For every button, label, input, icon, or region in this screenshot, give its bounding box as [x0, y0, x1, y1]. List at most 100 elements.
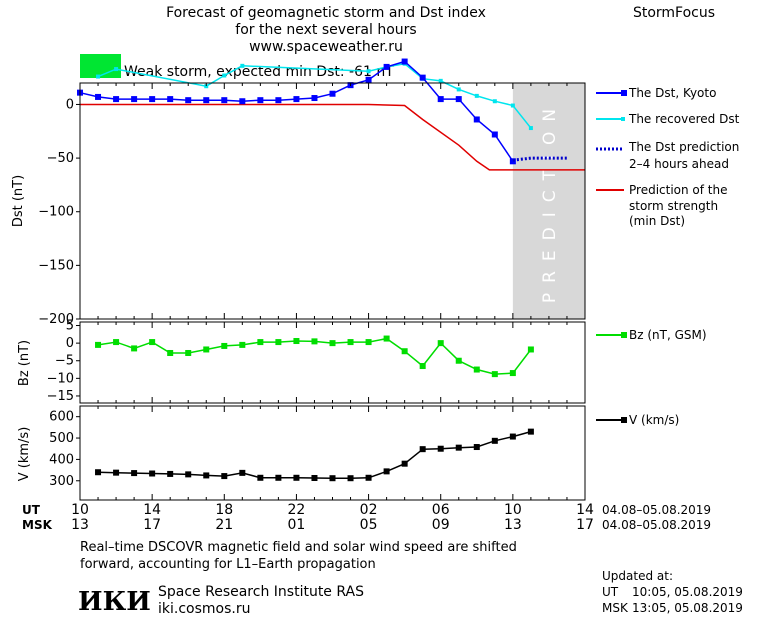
- bz-y-tick-label: 0: [66, 336, 74, 351]
- recovered-dst-point: [492, 99, 497, 104]
- dst-kyoto-point: [365, 76, 372, 83]
- msk-axis-label: MSK: [22, 518, 53, 532]
- bz-point: [527, 346, 534, 353]
- ut-tick-label: 14: [143, 502, 161, 518]
- dst-prediction-line: [512, 156, 567, 162]
- speed-point: [527, 428, 534, 435]
- recovered-dst-point: [240, 63, 245, 68]
- dst-y-tick-label: 0: [66, 97, 74, 112]
- bz-y-tick-label: 5: [66, 319, 74, 334]
- dst-y-tick-label: −50: [47, 151, 74, 166]
- dst-kyoto-point: [221, 97, 228, 104]
- updated-msk-time: 13:05, 05.08.2019: [632, 601, 743, 615]
- msk-tick-label: 21: [215, 517, 233, 533]
- time-axis-ticks: [79, 83, 586, 500]
- speed-point: [455, 444, 462, 451]
- updated-label: Updated at:: [602, 569, 673, 583]
- speed-y-tick-label: 400: [49, 452, 74, 467]
- bz-point: [473, 366, 480, 373]
- speed-line: [97, 430, 532, 479]
- bz-point: [455, 357, 462, 364]
- recovered-dst-point: [96, 74, 101, 79]
- prediction-zone: [512, 83, 585, 319]
- legend-item-kyoto: The Dst, Kyoto: [596, 86, 716, 100]
- speed-point: [113, 469, 120, 476]
- legend-item-prediction: The Dst prediction 2–4 hours ahead: [596, 140, 739, 171]
- footer-note-line-2: forward, accounting for L1–Earth propaga…: [80, 557, 376, 572]
- ut-tick-label: 14: [576, 502, 594, 518]
- speed-point: [365, 474, 372, 481]
- bz-point: [491, 371, 498, 378]
- bz-y-axis-label: Bz (nT): [17, 340, 32, 386]
- dst-kyoto-point: [401, 58, 408, 65]
- speed-point: [239, 469, 246, 476]
- legend-label-prediction-1: The Dst prediction: [628, 140, 739, 154]
- dst-panel: PREDICTION 0 −50 −100 −150 −200 Dst (nT): [11, 58, 586, 327]
- msk-tick-labels: 13 17 21 01 05 09 13 17: [71, 517, 594, 533]
- bz-point: [113, 339, 120, 346]
- bz-point: [203, 346, 210, 353]
- speed-point: [473, 444, 480, 451]
- legend-label-bz: Bz (nT, GSM): [629, 328, 707, 342]
- ut-date-range: 04.08–05.08.2019: [602, 503, 711, 517]
- speed-panel: 600 500 400 300 V (km/s): [17, 405, 586, 501]
- speed-point: [167, 470, 174, 477]
- recovered-dst-point: [204, 84, 209, 89]
- bz-point: [275, 339, 282, 346]
- msk-date-range: 04.08–05.08.2019: [602, 518, 711, 532]
- speed-y-axis-label: V (km/s): [17, 427, 32, 482]
- bz-point: [347, 339, 354, 346]
- speed-point: [401, 460, 408, 467]
- legend-item-recovered: The recovered Dst: [596, 112, 740, 126]
- bz-point: [167, 349, 174, 356]
- dst-kyoto-point: [257, 97, 264, 104]
- bz-point: [131, 345, 138, 352]
- speed-point: [95, 469, 102, 476]
- recovered-dst-point: [456, 87, 461, 92]
- dst-kyoto-point: [329, 90, 336, 97]
- speed-point: [383, 468, 390, 475]
- legend-label-min-dst-2: storm strength: [629, 199, 718, 213]
- dst-kyoto-point: [95, 93, 102, 100]
- footer-note-line-1: Real–time DSCOVR magnetic field and sola…: [80, 540, 517, 555]
- chart-title-line-2: for the next several hours: [235, 22, 416, 38]
- dst-kyoto-point: [275, 97, 282, 104]
- dst-kyoto-point: [419, 74, 426, 81]
- institute-website: iki.cosmos.ru: [158, 601, 250, 617]
- bz-point: [311, 338, 318, 345]
- bz-y-tick-label: −5: [55, 354, 74, 369]
- dst-kyoto-point: [473, 116, 480, 123]
- dst-kyoto-point: [149, 96, 156, 103]
- dst-kyoto-point: [311, 95, 318, 102]
- bz-point: [221, 342, 228, 349]
- speed-point: [275, 474, 282, 481]
- bz-point: [401, 348, 408, 355]
- bz-panel: 5 0 −5 −10 −15 Bz (nT): [17, 319, 586, 404]
- institute-name: Space Research Institute RAS: [158, 584, 364, 600]
- legend-item-speed: V (km/s): [596, 413, 679, 427]
- bz-point: [149, 339, 156, 346]
- msk-tick-label: 05: [360, 517, 378, 533]
- dst-kyoto-point: [455, 96, 462, 103]
- speed-point: [185, 471, 192, 478]
- legend: The Dst, Kyoto The recovered Dst The Dst…: [596, 86, 740, 427]
- bz-point: [257, 339, 264, 346]
- iki-logo: ИКИ: [78, 587, 151, 617]
- dst-kyoto-point: [239, 98, 246, 105]
- ut-tick-label: 06: [432, 502, 450, 518]
- ut-tick-label: 10: [71, 502, 89, 518]
- speed-point: [221, 473, 228, 480]
- dst-kyoto-point: [167, 96, 174, 103]
- bz-panel-frame: [79, 321, 586, 404]
- speed-y-tick-label: 500: [49, 431, 74, 446]
- legend-label-recovered: The recovered Dst: [628, 112, 740, 126]
- chart-title-line-1: Forecast of geomagnetic storm and Dst in…: [166, 5, 486, 21]
- legend-item-min-dst: Prediction of the storm strength (min Ds…: [596, 183, 728, 228]
- recovered-dst-point: [114, 67, 119, 72]
- msk-tick-label: 01: [288, 517, 306, 533]
- dst-kyoto-point: [131, 96, 138, 103]
- speed-point: [509, 433, 516, 440]
- msk-tick-label: 09: [432, 517, 450, 533]
- bz-point: [509, 370, 516, 377]
